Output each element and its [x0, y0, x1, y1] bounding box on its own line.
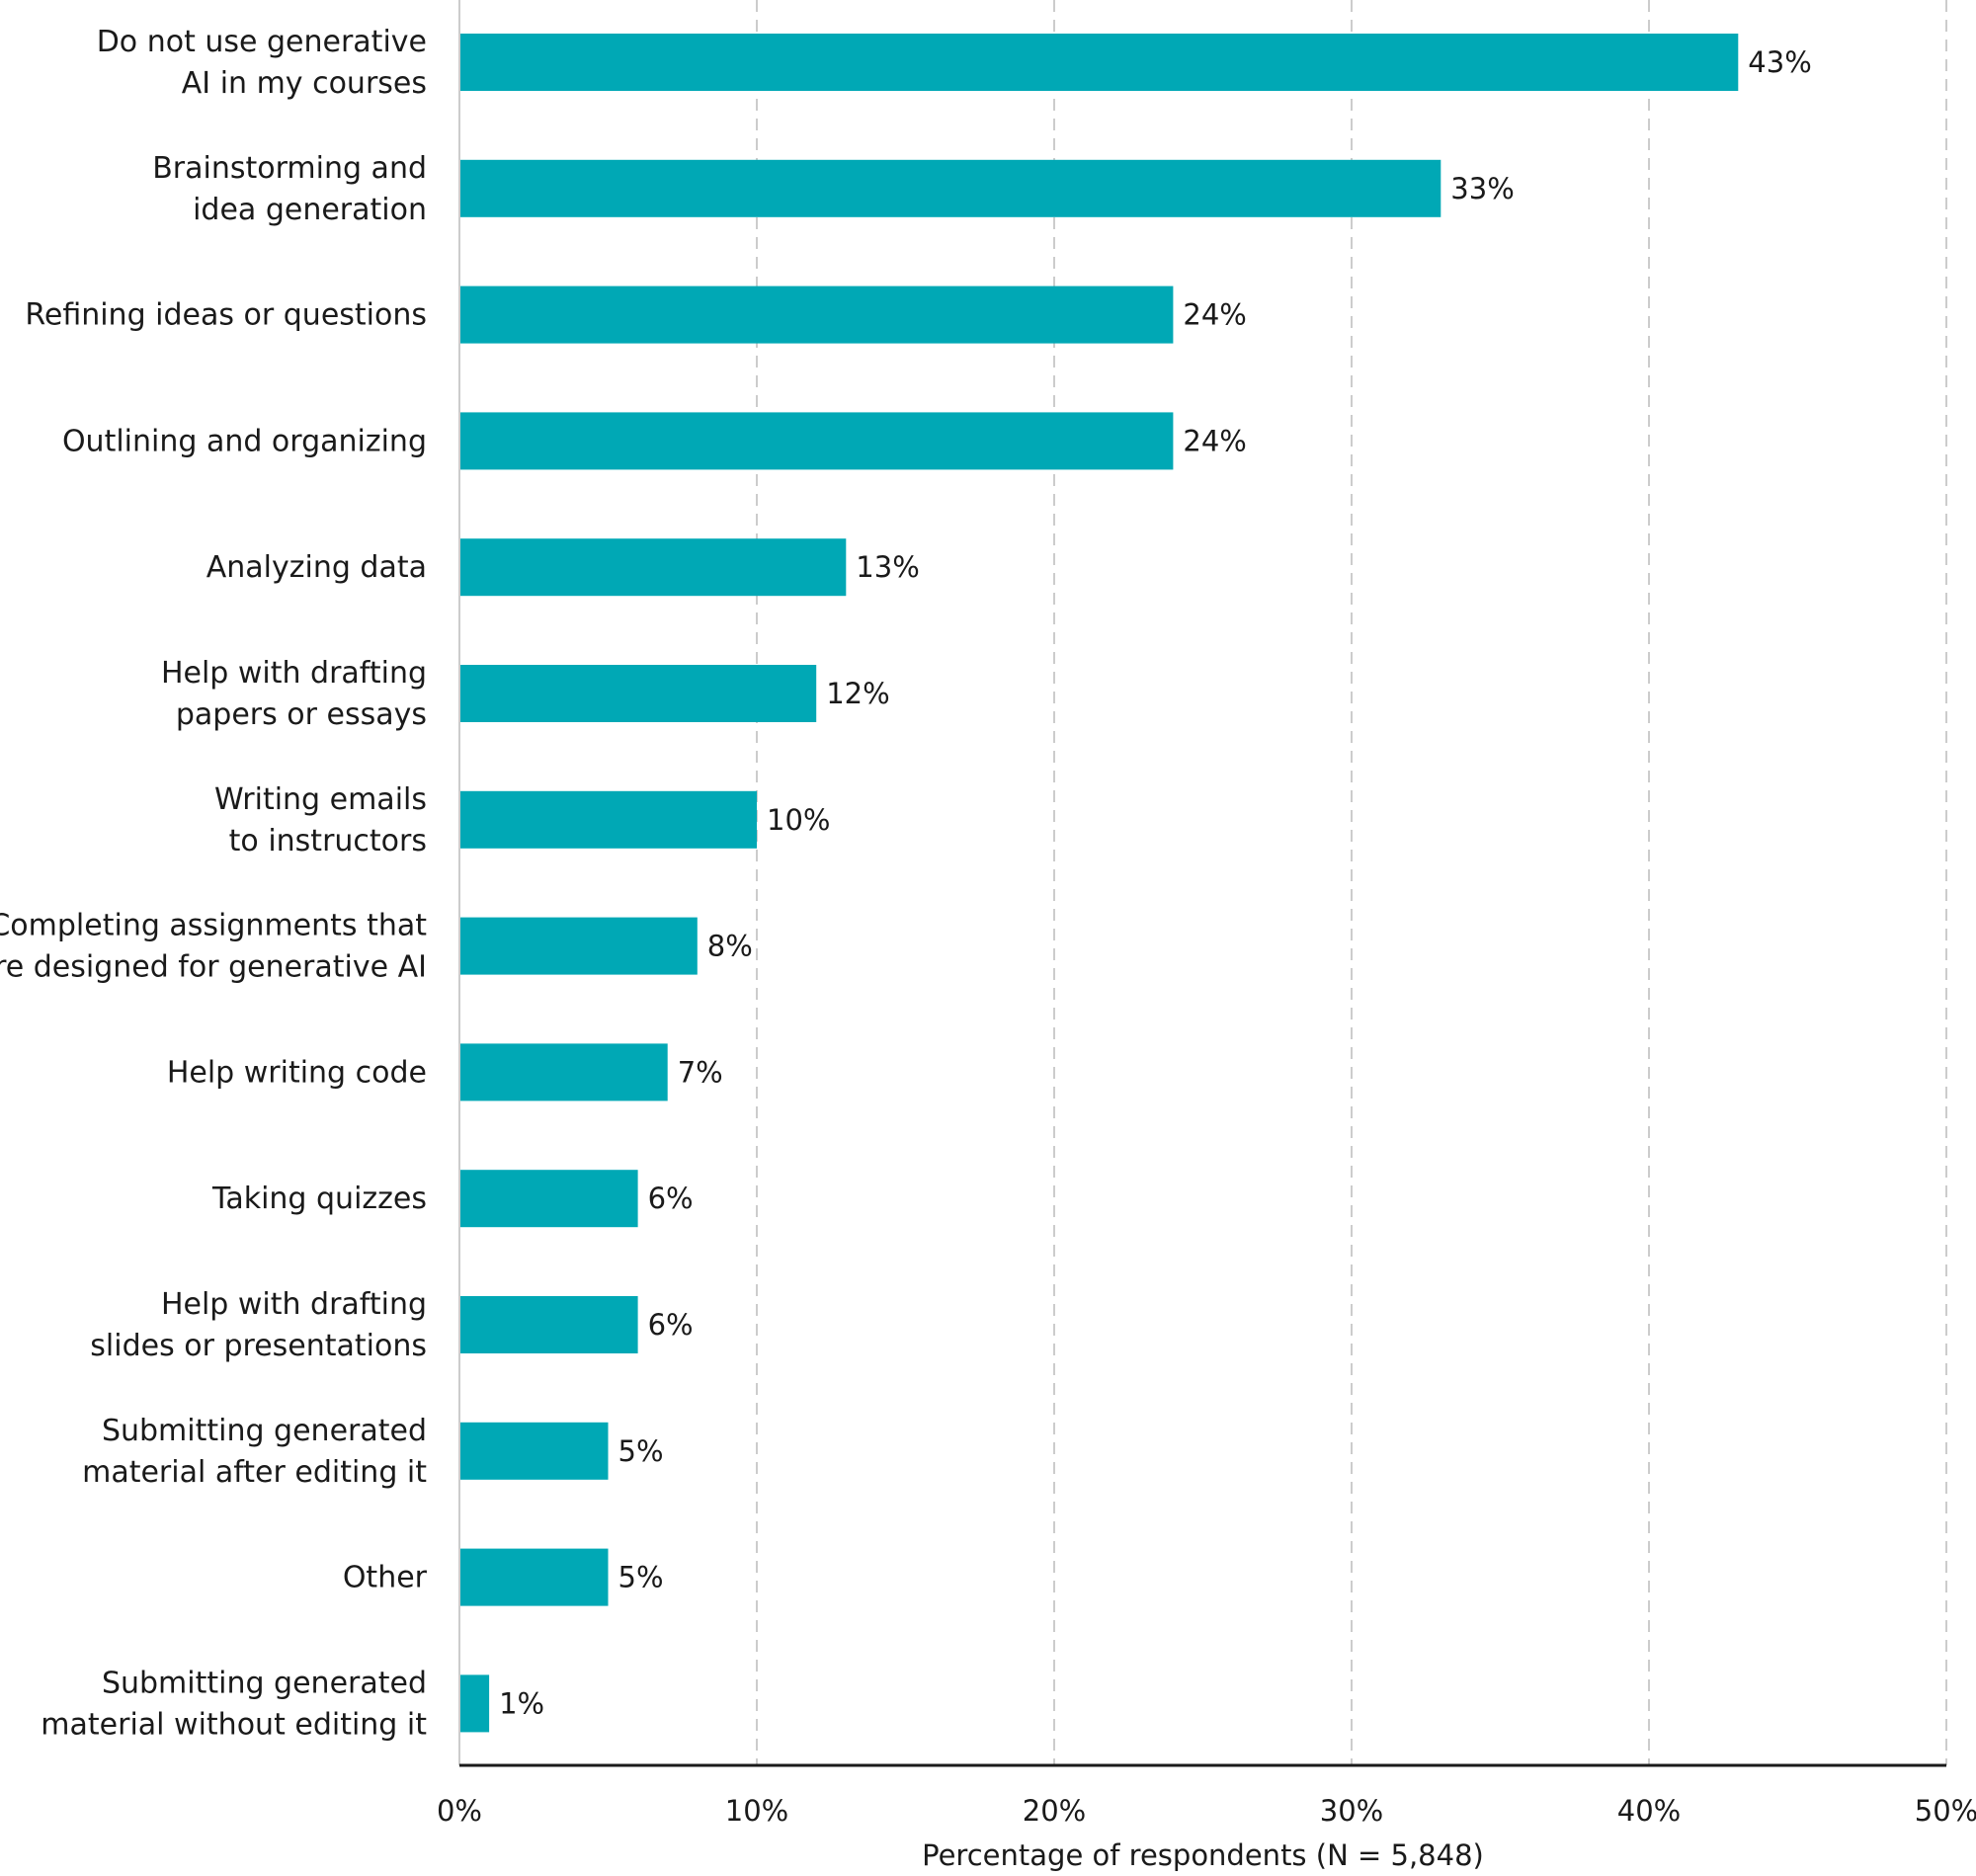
category-label: Analyzing data: [206, 550, 427, 585]
bar: [460, 665, 817, 722]
category-label-line: idea generation: [193, 193, 427, 227]
category-label-line: Outlining and organizing: [62, 424, 427, 458]
category-label: Refining ideas or questions: [25, 298, 427, 333]
x-tick-label: 10%: [725, 1794, 788, 1828]
bar: [460, 285, 1174, 344]
category-label: Brainstorming and idea generation: [152, 151, 427, 227]
category-label-line: Writing emails: [214, 782, 427, 817]
bar-value-label: 6%: [648, 1182, 694, 1215]
category-label-line: material without editing it: [41, 1707, 427, 1742]
x-tick-label: 40%: [1617, 1794, 1681, 1828]
bar-value-label: 13%: [856, 550, 919, 584]
category-label-line: to instructors: [229, 824, 427, 858]
bar-value-label: 8%: [707, 930, 753, 963]
bar-value-label: 5%: [618, 1561, 664, 1594]
bar-value-label: 24%: [1183, 298, 1246, 332]
axes: [458, 0, 1946, 1767]
category-label-line: Do not use generative: [97, 25, 427, 59]
grid-lines: [756, 0, 1947, 1765]
category-label: Taking quizzes: [211, 1182, 427, 1216]
category-label-line: material after editing it: [82, 1455, 427, 1490]
bar: [460, 790, 757, 849]
bar-value-label: 7%: [678, 1055, 723, 1089]
category-label: Submitting generated material after editi…: [82, 1414, 427, 1490]
bar: [460, 538, 847, 597]
bar: [460, 1674, 490, 1733]
category-label: Completing assignments that are designed …: [0, 909, 427, 985]
category-label-line: papers or essays: [176, 697, 427, 732]
category-label-line: Submitting generated: [102, 1666, 427, 1700]
category-label-line: slides or presentations: [90, 1329, 427, 1363]
bar: [460, 1043, 668, 1101]
category-label: Other: [343, 1561, 428, 1595]
category-label-line: Help writing code: [167, 1055, 427, 1090]
bars: [460, 34, 1739, 1733]
category-label: Do not use generative AI in my courses: [97, 25, 427, 101]
x-tick-label: 30%: [1320, 1794, 1383, 1828]
category-label-line: Help with drafting: [161, 1287, 427, 1322]
bar-value-label: 6%: [648, 1308, 694, 1342]
category-label: Submitting generated material without edi…: [41, 1666, 427, 1742]
category-label-line: Taking quizzes: [211, 1182, 427, 1216]
bar: [460, 1422, 609, 1480]
x-axis-title: Percentage of respondents (N = 5,848): [922, 1838, 1484, 1872]
x-tick-label: 50%: [1915, 1794, 1976, 1828]
bar-value-label: 10%: [767, 803, 830, 837]
bar-value-label: 1%: [499, 1686, 544, 1720]
bar: [460, 34, 1739, 91]
category-label-line: Analyzing data: [206, 550, 427, 585]
bar-value-label: 43%: [1748, 45, 1811, 79]
category-label-line: Brainstorming and: [152, 151, 427, 186]
category-label-line: Refining ideas or questions: [25, 298, 427, 333]
bar: [460, 159, 1441, 217]
category-label: Writing emails to instructors: [214, 782, 427, 858]
x-tick-label: 0%: [437, 1794, 482, 1828]
category-label-line: Help with drafting: [161, 656, 427, 691]
category-label: Help writing code: [167, 1055, 427, 1090]
bar: [460, 917, 698, 975]
bar-value-label: 5%: [618, 1434, 664, 1468]
bar: [460, 1548, 609, 1606]
category-label: Outlining and organizing: [62, 424, 427, 458]
category-label-line: Completing assignments that: [0, 909, 427, 943]
bar: [460, 412, 1174, 470]
category-label-line: Submitting generated: [102, 1414, 427, 1448]
bar-value-label: 24%: [1183, 424, 1246, 457]
category-label-line: AI in my courses: [182, 66, 427, 101]
category-label: Help with drafting slides or presentation…: [90, 1287, 427, 1363]
category-label-line: are designed for generative AI: [0, 950, 427, 985]
category-label: Help with drafting papers or essays: [161, 656, 427, 732]
bar: [460, 1170, 638, 1228]
category-label-line: Other: [343, 1561, 428, 1595]
labels: 0% 10% 20% 30% 40% 50% 43% Do not use generativ…: [0, 25, 1976, 1828]
bar-value-label: 33%: [1450, 172, 1514, 205]
bar-value-label: 12%: [826, 677, 889, 710]
x-tick-label: 20%: [1023, 1794, 1086, 1828]
bar: [460, 1296, 638, 1353]
